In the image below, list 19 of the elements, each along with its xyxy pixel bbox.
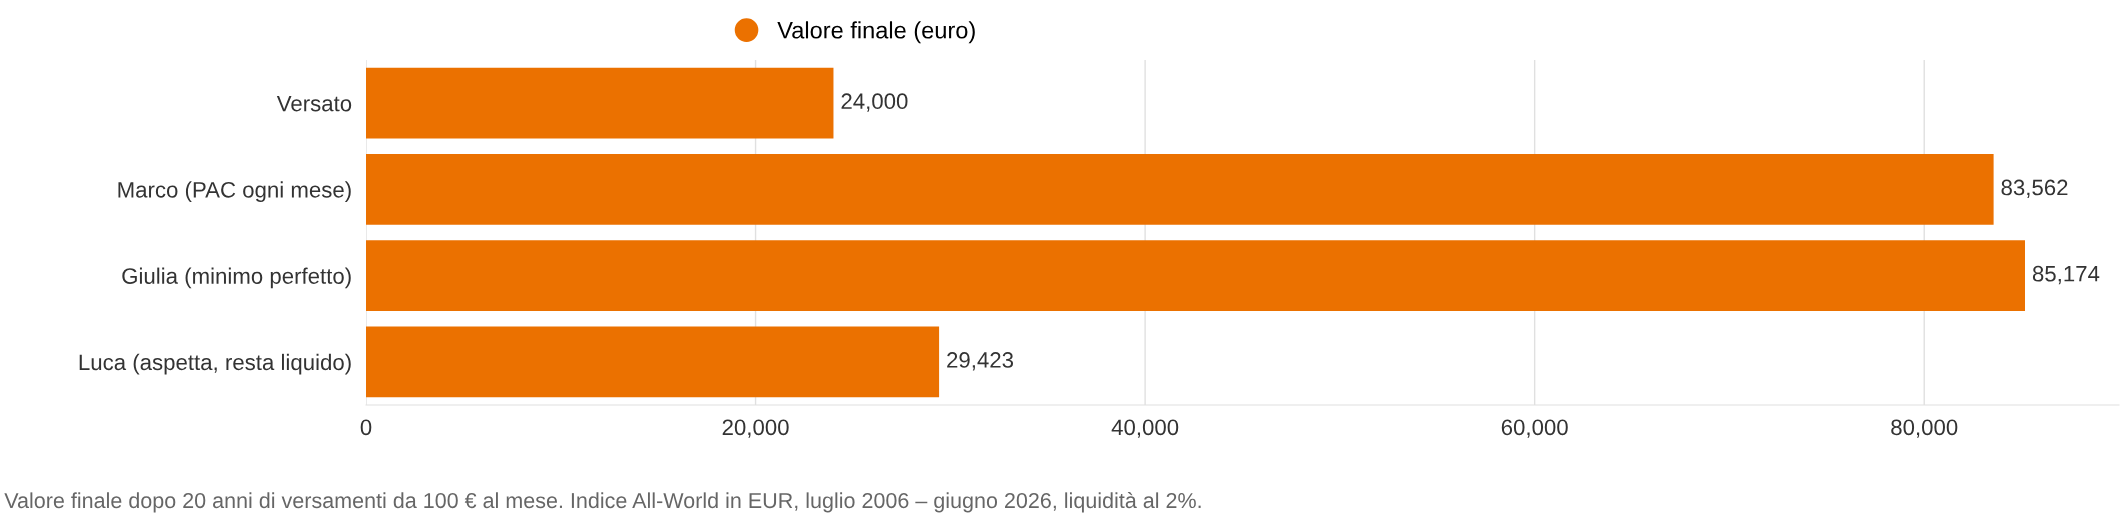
bar <box>366 326 940 398</box>
x-tick-label: 0 <box>360 419 372 436</box>
y-tick-label: Giulia (minimo perfetto) <box>122 267 351 289</box>
bar <box>366 67 834 139</box>
legend-label: Valore finale (euro) <box>777 21 975 44</box>
x-tick-label: 80,000 <box>1891 419 1958 438</box>
y-tick-label: Luca (aspetta, resta liquido) <box>79 353 351 375</box>
y-tick-label: Marco (PAC ogni mese) <box>118 181 351 203</box>
text: Valore finale dopo 20 anni di versamenti da 100 € al mese. Indice All-World in EUR, luglio 2006 – giugno 2026, liquidità al 2%. <box>4 492 1201 513</box>
bar <box>366 154 1994 225</box>
text: 29,423 <box>947 352 1014 371</box>
text: 24,000 <box>841 93 908 112</box>
x-tick-label: 20,000 <box>722 419 789 438</box>
x-tick-label: 40,000 <box>1111 419 1179 438</box>
text: 85,174 <box>2032 265 2100 285</box>
y-tick-label: Versato <box>276 95 352 112</box>
text: 83,562 <box>2001 179 2068 198</box>
bar <box>366 240 2025 311</box>
x-tick-label: 60,000 <box>1501 419 1568 438</box>
